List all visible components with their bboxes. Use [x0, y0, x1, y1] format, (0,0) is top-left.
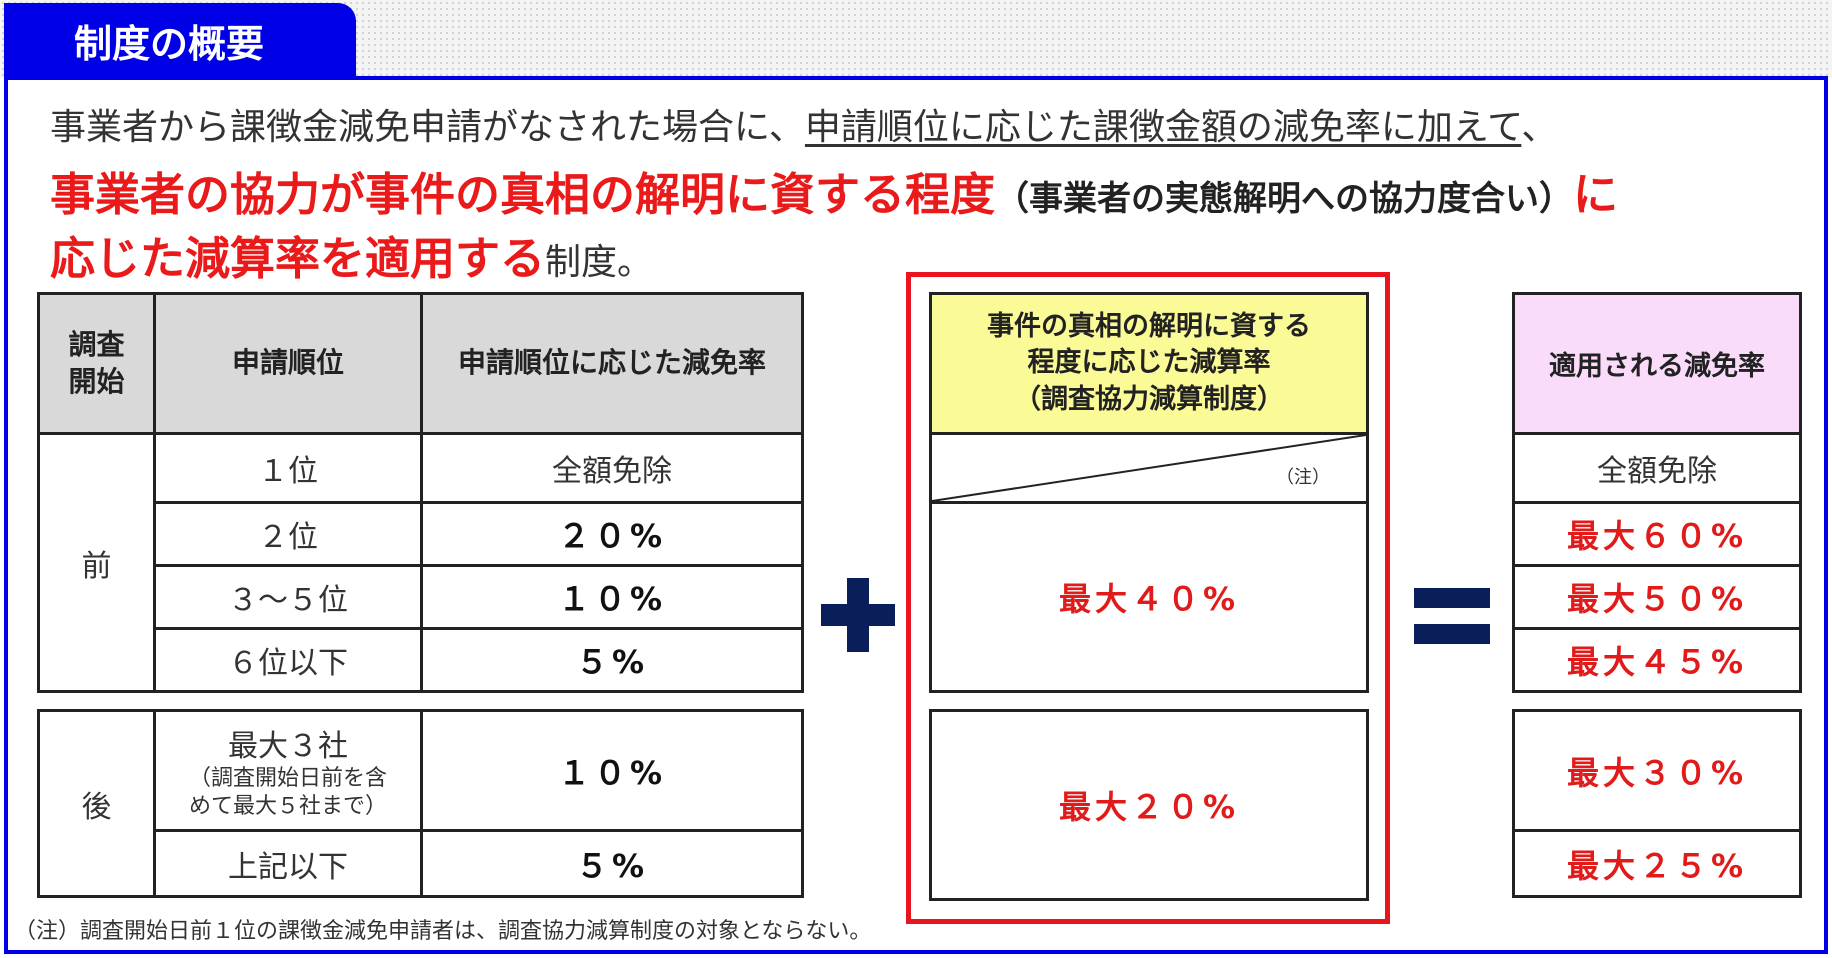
rank-cell: ６位以下	[153, 627, 423, 693]
intro-line-1: 事業者から課徴金減免申請がなされた場合に、申請順位に応じた課徴金額の減免率に加え…	[50, 98, 1557, 150]
rate-cell: ５%	[420, 829, 804, 898]
left-table-after: 後 最大３社 （調査開始日前を含 めて最大５社まで） １０% 上記以下 ５%	[37, 709, 804, 898]
header-rank-reduction-rate: 申請順位に応じた減免率	[420, 292, 804, 435]
header-investigation-start: 調査 開始	[37, 292, 156, 435]
intro-paren-text: （事業者の実態解明への協力度合い）	[995, 179, 1574, 219]
rank-cell: １位	[153, 432, 423, 504]
rate-cell: 全額免除	[420, 432, 804, 504]
middle-na-cell: （注）	[929, 432, 1369, 504]
right-header: 適用される減免率	[1512, 292, 1802, 435]
intro-red-text-2: 応じた減算率を適用する	[50, 232, 546, 285]
intro-plain-text: 制度。	[545, 242, 654, 283]
before-label: 前	[37, 432, 156, 693]
middle-before-value: 最大４０%	[929, 501, 1369, 693]
middle-after-value: 最大２０%	[929, 709, 1369, 901]
applied-rate-cell: 最大５０%	[1512, 564, 1802, 630]
rank-cell: ３～５位	[153, 564, 423, 630]
applied-rate-cell: 最大４５%	[1512, 627, 1802, 693]
intro-red-suffix: に	[1573, 168, 1619, 221]
rank-cell: ２位	[153, 501, 423, 567]
rank-main: 最大３社	[228, 729, 348, 764]
rate-cell: １０%	[420, 564, 804, 630]
footnote: （注）調査開始日前１位の課徴金減免申請者は、調査協力減算制度の対象とならない。	[14, 919, 872, 944]
equals-icon	[1414, 588, 1490, 644]
middle-table-before: 事件の真相の解明に資する 程度に応じた減算率 （調査協力減算制度） （注） 最大…	[929, 292, 1369, 693]
after-label: 後	[37, 709, 156, 898]
diagonal-line	[932, 435, 1366, 501]
right-table-before: 適用される減免率 全額免除 最大６０% 最大５０% 最大４５%	[1512, 292, 1802, 693]
rate-cell: １０%	[420, 709, 804, 832]
intro-red-text: 事業者の協力が事件の真相の解明に資する程度	[50, 168, 996, 221]
applied-rate-cell: 全額免除	[1512, 432, 1802, 504]
note-marker: （注）	[1276, 467, 1330, 488]
cooperation-reduction-box	[906, 272, 1390, 924]
header-application-rank: 申請順位	[153, 292, 423, 435]
rank-cell: 上記以下	[153, 829, 423, 898]
section-tab-title: 制度の概要	[4, 3, 356, 78]
intro-text-a: 事業者から課徴金減免申請がなされた場合に、	[50, 107, 805, 148]
intro-line-2: 事業者の協力が事件の真相の解明に資する程度（事業者の実態解明への協力度合い）に	[50, 158, 1618, 223]
applied-rate-cell: 最大６０%	[1512, 501, 1802, 567]
right-table-after: 最大３０% 最大２５%	[1512, 709, 1802, 898]
left-table-before: 調査 開始 申請順位 申請順位に応じた減免率 前 １位 全額免除 ２位 ２０% …	[37, 292, 804, 693]
rank-note: （調査開始日前を含 めて最大５社まで）	[188, 766, 387, 819]
applied-rate-cell: 最大２５%	[1512, 829, 1802, 898]
middle-header: 事件の真相の解明に資する 程度に応じた減算率 （調査協力減算制度）	[929, 292, 1369, 435]
rate-cell: ２０%	[420, 501, 804, 567]
plus-icon	[821, 578, 895, 652]
intro-underlined-text: 申請順位に応じた課徴金額の減免率に加えて	[804, 107, 1522, 148]
applied-rate-cell: 最大３０%	[1512, 709, 1802, 832]
rate-cell: ５%	[420, 627, 804, 693]
rank-cell: 最大３社 （調査開始日前を含 めて最大５社まで）	[153, 709, 423, 832]
middle-table-after: 最大２０%	[929, 709, 1369, 901]
intro-line-3: 応じた減算率を適用する制度。	[50, 222, 653, 287]
intro-text-c: 、	[1521, 107, 1558, 148]
